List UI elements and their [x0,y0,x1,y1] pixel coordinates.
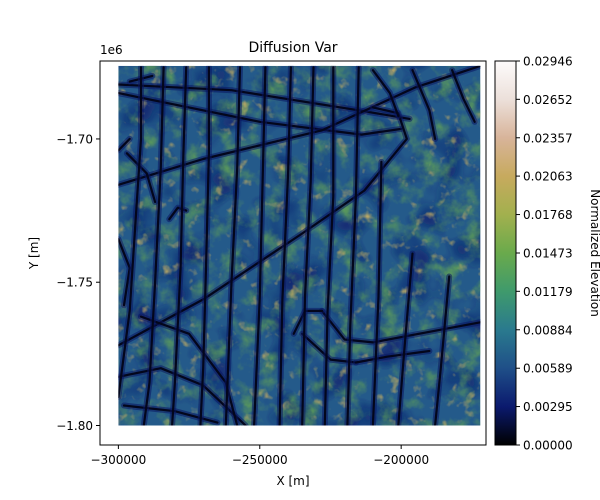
track-line [434,275,451,426]
track-line [142,66,165,426]
track-line [451,69,476,123]
colorbar-tick-label: 0.01768 [523,208,573,222]
y-tick-label: −1.75 [56,276,93,290]
x-axis-label: X [m] [276,474,309,488]
colorbar-tick-label: 0.01179 [523,285,573,299]
track-line [411,69,437,140]
track-line [278,66,292,426]
track-line [224,66,242,426]
track-line [171,66,188,426]
track-line [397,252,414,426]
track-line [354,349,431,364]
y-offset-label: 1e6 [100,43,123,57]
track-line [301,66,315,426]
track-line [346,66,360,426]
track-line [125,152,157,204]
colorbar-tick-label: 0.00589 [523,362,573,376]
track-features [118,65,481,426]
colorbar-tick-label: 0.02946 [523,55,573,69]
y-tick-label: −1.70 [56,132,93,146]
track-line [199,66,210,426]
x-tick-label: −200000 [373,453,429,467]
x-tick-label: −300000 [90,453,146,467]
colorbar-label: Normalized Elevation [588,189,600,317]
track-line [118,83,411,120]
track-line [253,66,267,426]
track-line [320,309,481,344]
colorbar-tick-label: 0.02063 [523,170,573,184]
track-line [118,65,481,186]
colorbar-tick-label: 0.02357 [523,131,573,145]
track-line [371,160,383,426]
colorbar-tick-label: 0.01473 [523,247,573,261]
colorbar [494,60,517,446]
y-axis-ticks: −1.70 −1.75 −1.80 [56,132,100,433]
colorbar-tick-label: 0.02652 [523,93,573,107]
y-axis-label: Y [m] [27,237,41,270]
track-line [118,66,143,398]
colorbar-tick-label: 0.00000 [523,439,573,453]
x-tick-label: −250000 [232,453,288,467]
colorbar-ticks: 0.00000 0.00295 0.00589 0.00884 0.01179 0.014… [516,55,573,453]
y-tick-label: −1.80 [56,419,93,433]
track-line [323,66,335,426]
track-line [371,69,400,118]
axes-frame [99,60,487,446]
track-line [118,137,131,152]
colorbar-tick-label: 0.00884 [523,323,573,337]
x-axis-ticks: −300000 −250000 −200000 [90,445,429,467]
colorbar-tick-label: 0.00295 [523,400,573,414]
track-line [139,315,239,426]
heatmap-field [118,65,481,426]
chart-title: Diffusion Var [248,40,337,56]
